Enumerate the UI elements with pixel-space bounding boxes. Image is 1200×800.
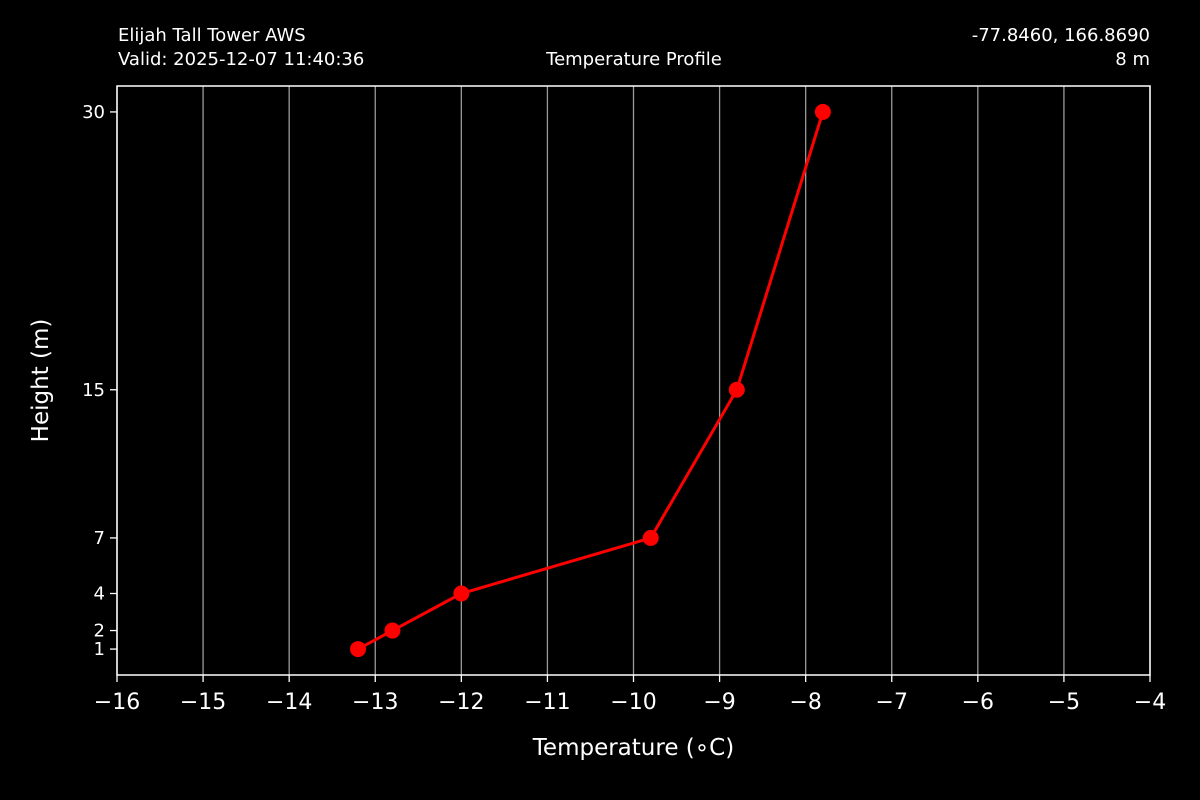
x-tick-label: −11 bbox=[524, 690, 570, 715]
x-tick-label: −14 bbox=[266, 690, 312, 715]
y-tick-label: 2 bbox=[94, 621, 105, 642]
station-coordinates: -77.8460, 166.8690 bbox=[971, 25, 1150, 46]
header-right: -77.8460, 166.8690 8 m bbox=[972, 24, 1150, 72]
x-tick-label: −12 bbox=[438, 690, 484, 715]
x-tick-label: −6 bbox=[962, 690, 994, 715]
x-axis-label: Temperature (∘C) bbox=[532, 735, 734, 761]
x-tick-label: −15 bbox=[180, 690, 226, 715]
data-point bbox=[453, 585, 470, 602]
data-point bbox=[384, 622, 401, 639]
valid-time: Valid: 2025-12-07 11:40:36 bbox=[118, 49, 365, 70]
x-tick-label: −7 bbox=[876, 690, 908, 715]
x-tick-label: −5 bbox=[1048, 690, 1080, 715]
y-tick-label: 30 bbox=[82, 102, 105, 123]
y-axis: 12 4 7 15 30 bbox=[82, 102, 117, 660]
x-tick-label: −8 bbox=[789, 690, 821, 715]
data-point bbox=[642, 529, 659, 546]
y-tick-label: 7 bbox=[94, 528, 105, 549]
y-tick-label: 1 bbox=[94, 639, 105, 660]
data-point bbox=[814, 103, 831, 120]
chart-title: Temperature Profile bbox=[546, 49, 722, 70]
x-tick-label: −9 bbox=[703, 690, 735, 715]
grid-lines bbox=[116, 86, 1151, 675]
data-point bbox=[728, 381, 745, 398]
y-tick-label: 15 bbox=[82, 380, 105, 401]
data-point bbox=[350, 641, 367, 658]
header-left: Elijah Tall Tower AWS Valid: 2025-12-07 … bbox=[118, 24, 364, 72]
x-tick-label: −13 bbox=[352, 690, 398, 715]
station-elevation: 8 m bbox=[1115, 49, 1150, 70]
x-tick-label: −10 bbox=[610, 690, 656, 715]
x-tick-label: −16 bbox=[94, 690, 140, 715]
y-tick-label: 4 bbox=[94, 584, 105, 605]
x-axis: −16 −15 −14 −13 −12 −11 −10 −9 −8 −7 −6 −5 −4 bbox=[94, 675, 1166, 715]
series-line bbox=[357, 111, 825, 651]
y-axis-label: Height (m) bbox=[28, 319, 54, 443]
x-tick-label: −4 bbox=[1134, 690, 1166, 715]
station-name: Elijah Tall Tower AWS bbox=[118, 25, 306, 46]
series-group bbox=[350, 103, 831, 658]
